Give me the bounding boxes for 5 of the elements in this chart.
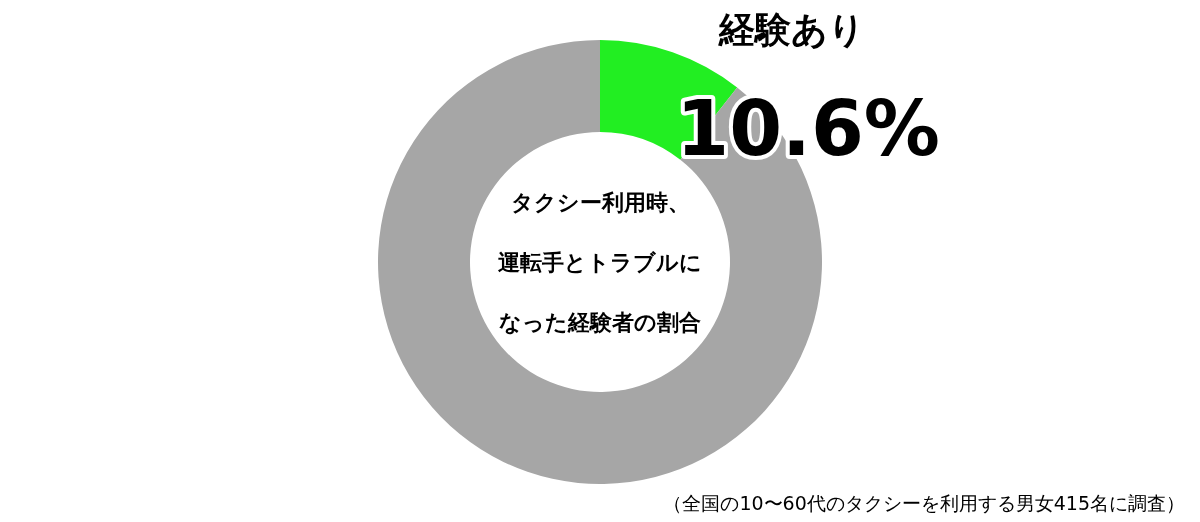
text: 運転手とトラブルに	[498, 250, 702, 275]
text: （全国の10〜60代のタクシーを利用する男女415名に調査）	[663, 492, 1185, 514]
text: なった経験者の割合	[499, 310, 701, 335]
slice-label: 経験あり	[718, 9, 865, 50]
text: タクシー利用時、	[510, 190, 690, 215]
